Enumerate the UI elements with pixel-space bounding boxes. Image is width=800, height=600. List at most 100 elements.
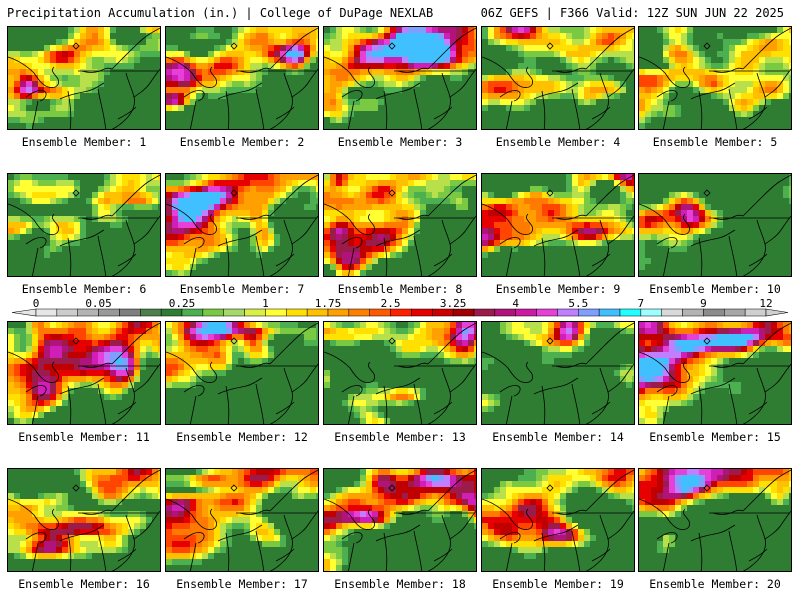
ensemble-member-label: Ensemble Member: 6 xyxy=(21,282,147,296)
legend-color-bin xyxy=(119,308,141,317)
page-title: Precipitation Accumulation (in.) | Colle… xyxy=(7,6,434,20)
legend-tick-label: 1 xyxy=(262,297,269,310)
ensemble-member-label: Ensemble Member: 13 xyxy=(334,430,466,444)
legend-color-bin xyxy=(661,308,683,317)
legend-tick-label: 3.25 xyxy=(439,297,467,310)
precip-shading xyxy=(639,322,791,424)
ensemble-map-panel xyxy=(323,173,477,277)
station-marker-icon xyxy=(703,337,711,345)
geographic-outlines xyxy=(482,469,634,571)
station-marker-icon xyxy=(230,337,238,345)
precip-shading xyxy=(166,469,318,571)
ensemble-member-label: Ensemble Member: 19 xyxy=(492,577,624,591)
precipitation-field-map xyxy=(639,322,791,424)
precip-shading xyxy=(8,174,160,276)
geographic-outlines xyxy=(8,322,160,424)
precip-shading xyxy=(324,469,476,571)
ensemble-map-panel xyxy=(481,468,635,572)
precipitation-field-map xyxy=(8,174,160,276)
ensemble-map-panel xyxy=(323,321,477,425)
ensemble-map-panel xyxy=(165,468,319,572)
ensemble-member-label: Ensemble Member: 11 xyxy=(18,430,150,444)
ensemble-map-panel xyxy=(638,321,792,425)
geographic-outlines xyxy=(324,322,476,424)
precip-shading xyxy=(8,322,160,424)
legend-color-bin xyxy=(536,308,558,317)
legend-color-bin xyxy=(578,308,600,317)
ensemble-map-panel xyxy=(323,26,477,130)
precip-shading xyxy=(8,27,160,129)
geographic-outlines xyxy=(166,322,318,424)
geographic-outlines xyxy=(324,27,476,129)
ensemble-member-label: Ensemble Member: 7 xyxy=(179,282,305,296)
station-marker-icon xyxy=(703,42,711,50)
legend-tick-label: 7 xyxy=(637,297,645,310)
precipitation-field-map xyxy=(482,27,634,129)
precipitation-field-map xyxy=(482,469,634,571)
legend-color-bin xyxy=(452,308,475,317)
ensemble-map-panel xyxy=(7,321,161,425)
ensemble-map-panel xyxy=(481,26,635,130)
station-marker-icon xyxy=(230,484,238,492)
station-marker-icon xyxy=(388,42,396,50)
precip-shading xyxy=(324,322,476,424)
precipitation-field-map xyxy=(639,469,791,571)
precipitation-field-map xyxy=(324,322,476,424)
ensemble-member-label: Ensemble Member: 20 xyxy=(649,577,781,591)
ensemble-member-label: Ensemble Member: 17 xyxy=(176,577,308,591)
legend-color-bin xyxy=(724,308,746,317)
ensemble-member-label: Ensemble Member: 8 xyxy=(337,282,463,296)
station-marker-icon xyxy=(703,189,711,197)
precip-shading xyxy=(482,174,634,276)
precipitation-field-map xyxy=(482,322,634,424)
precipitation-color-legend xyxy=(11,308,789,317)
geographic-outlines xyxy=(324,469,476,571)
station-marker-icon xyxy=(72,484,80,492)
ensemble-member-label: Ensemble Member: 18 xyxy=(334,577,466,591)
ensemble-member-label: Ensemble Member: 4 xyxy=(495,135,621,149)
precip-shading xyxy=(482,469,634,571)
ensemble-member-label: Ensemble Member: 1 xyxy=(21,135,147,149)
precip-shading xyxy=(166,174,318,276)
geographic-outlines xyxy=(166,469,318,571)
geographic-outlines xyxy=(639,322,791,424)
legend-color-bin xyxy=(286,308,308,317)
precip-shading xyxy=(324,27,476,129)
station-marker-icon xyxy=(546,484,554,492)
model-run-info: 06Z GEFS | F366 Valid: 12Z SUN JUN 22 20… xyxy=(480,6,784,20)
geographic-outlines xyxy=(166,27,318,129)
precip-shading xyxy=(639,469,791,571)
precipitation-field-map xyxy=(324,27,476,129)
legend-color-bin xyxy=(160,308,183,317)
precipitation-field-map xyxy=(8,469,160,571)
geographic-outlines xyxy=(482,27,634,129)
legend-color-bin xyxy=(703,308,725,317)
legend-tick-label: 9 xyxy=(700,297,707,310)
precip-shading xyxy=(639,27,791,129)
ensemble-map-panel xyxy=(165,26,319,130)
legend-color-bin xyxy=(598,308,621,317)
precip-shading xyxy=(482,322,634,424)
legend-color-bin xyxy=(557,308,579,317)
legend-color-bin xyxy=(515,308,537,317)
legend-color-bin xyxy=(223,308,245,317)
legend-color-bin xyxy=(640,308,662,317)
legend-color-bin xyxy=(35,308,58,317)
station-marker-icon xyxy=(546,337,554,345)
station-marker-icon xyxy=(230,189,238,197)
station-marker-icon xyxy=(72,42,80,50)
station-marker-icon xyxy=(546,42,554,50)
ensemble-member-label: Ensemble Member: 15 xyxy=(649,430,781,444)
ensemble-map-panel xyxy=(7,173,161,277)
geographic-outlines xyxy=(482,174,634,276)
legend-tick-label: 1.75 xyxy=(314,297,342,310)
precipitation-field-map xyxy=(639,27,791,129)
legend-tick-label: 4 xyxy=(512,297,520,310)
station-marker-icon xyxy=(72,189,80,197)
geographic-outlines xyxy=(324,174,476,276)
ensemble-member-label: Ensemble Member: 10 xyxy=(649,282,781,296)
ensemble-map-panel xyxy=(481,321,635,425)
legend-color-bin xyxy=(473,308,496,317)
legend-color-bin xyxy=(306,308,329,317)
ensemble-member-label: Ensemble Member: 3 xyxy=(337,135,463,149)
